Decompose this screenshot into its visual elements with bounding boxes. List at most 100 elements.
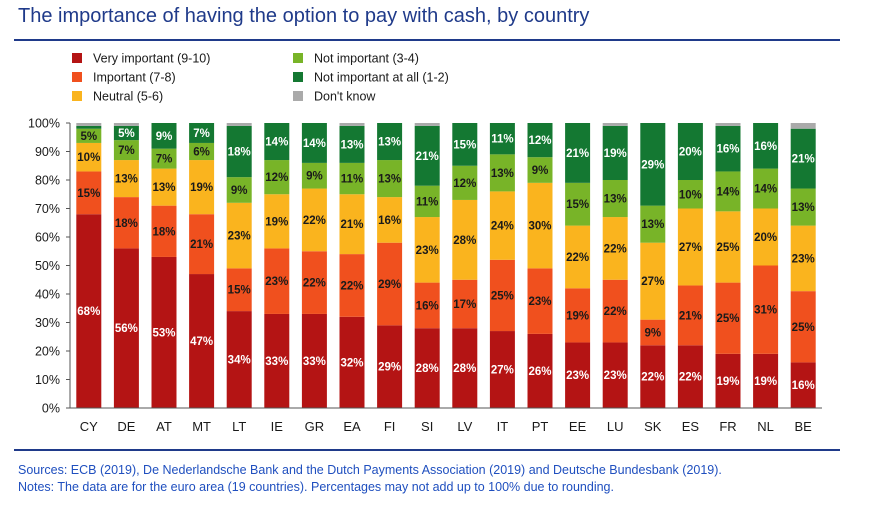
- data-label: 26%: [528, 366, 551, 378]
- bar-segment: [715, 125, 741, 172]
- data-label: 9%: [644, 327, 661, 339]
- legend-swatch: [72, 53, 82, 63]
- data-label: 33%: [303, 356, 326, 368]
- data-label: 12%: [453, 178, 476, 190]
- bar-segment: [301, 162, 327, 189]
- y-tick-label: 100%: [28, 117, 60, 131]
- bar-segment: [76, 142, 102, 172]
- data-label: 13%: [491, 168, 514, 180]
- data-label: 27%: [491, 365, 514, 377]
- data-label: 33%: [265, 356, 288, 368]
- bar-segment: [489, 259, 515, 332]
- bar-segment: [602, 125, 628, 180]
- data-label: 31%: [754, 305, 777, 317]
- data-label: 22%: [303, 215, 326, 227]
- legend-label: Don't know: [314, 90, 376, 104]
- bar-segment: [189, 274, 215, 408]
- data-label: 19%: [716, 376, 739, 388]
- data-label: 19%: [190, 182, 213, 194]
- data-label: 21%: [416, 151, 439, 163]
- y-tick-label: 40%: [35, 288, 60, 302]
- bar-segment: [151, 205, 177, 257]
- data-label: 17%: [453, 299, 476, 311]
- data-label: 22%: [303, 278, 326, 290]
- data-label: 16%: [754, 141, 777, 153]
- data-label: 16%: [792, 380, 815, 392]
- legend-swatch: [293, 72, 303, 82]
- y-tick-label: 0%: [42, 402, 60, 416]
- bar-segment: [189, 160, 215, 215]
- bar-segment: [640, 319, 666, 346]
- bar-segment: [602, 217, 628, 280]
- bar-segment: [677, 285, 703, 346]
- bar-segment: [264, 313, 290, 408]
- bar-segment: [452, 199, 478, 280]
- legend-label: Not important (3-4): [314, 52, 419, 66]
- bar-segment: [677, 208, 703, 286]
- stacked-bar-chart: Very important (9-10) Important (7-8) Neut…: [28, 52, 822, 434]
- bar-segment: [753, 208, 779, 266]
- bar-segment: [715, 123, 741, 126]
- data-label: 21%: [566, 148, 589, 160]
- data-label: 14%: [716, 186, 739, 198]
- data-label: 19%: [265, 216, 288, 228]
- data-label: 13%: [641, 219, 664, 231]
- bar-segment: [377, 160, 403, 198]
- data-label: 6%: [193, 147, 210, 159]
- x-tick-label: NL: [757, 419, 774, 434]
- data-label: 12%: [265, 172, 288, 184]
- x-tick-label: DE: [117, 419, 135, 434]
- bar-segment: [226, 311, 252, 408]
- x-tick-label: LU: [607, 419, 624, 434]
- bar-segment: [377, 242, 403, 326]
- data-label: 10%: [679, 189, 702, 201]
- bar-segment: [226, 202, 252, 269]
- data-label: 68%: [77, 306, 100, 318]
- bar-segment: [790, 123, 816, 129]
- bar-segment: [753, 168, 779, 209]
- data-label: 13%: [378, 174, 401, 186]
- data-label: 13%: [340, 139, 363, 151]
- bar-segment: [226, 125, 252, 178]
- x-tick-label: EA: [343, 419, 361, 434]
- bar-segment: [640, 205, 666, 243]
- bar-segment: [640, 345, 666, 408]
- x-tick-label: LT: [232, 419, 246, 434]
- bar-segment: [790, 225, 816, 292]
- bar-segment: [76, 123, 102, 126]
- chart-title: The importance of having the option to p…: [18, 5, 590, 27]
- data-label: 16%: [378, 215, 401, 227]
- bars: 68% 15% 10% 5% 56% 18% 13% 7% 5% 53% 18% 13% 7% 9% 47%…: [76, 123, 816, 408]
- bar-segment: [113, 125, 139, 141]
- data-label: 13%: [115, 174, 138, 186]
- data-label: 16%: [716, 144, 739, 156]
- x-tick-label: AT: [156, 419, 172, 434]
- data-label: 11%: [341, 174, 363, 186]
- data-label: 22%: [641, 372, 664, 384]
- notes-text: Notes: The data are for the euro area (1…: [18, 480, 614, 494]
- bar-segment: [264, 123, 290, 161]
- x-tick-label: PT: [532, 419, 549, 434]
- bar-segment: [715, 282, 741, 354]
- bar-segment: [226, 177, 252, 203]
- y-tick-label: 20%: [35, 345, 60, 359]
- data-label: 15%: [228, 285, 251, 297]
- bar-segment: [753, 353, 779, 408]
- data-label: 18%: [228, 147, 251, 159]
- bar-segment: [452, 165, 478, 200]
- bar-segment: [76, 171, 102, 215]
- legend-label: Neutral (5-6): [93, 90, 163, 104]
- bar-segment: [113, 140, 139, 161]
- x-tick-label: MT: [192, 419, 211, 434]
- notes: Sources: ECB (2019), De Nederlandsche Ba…: [18, 462, 722, 496]
- bar-segment: [715, 353, 741, 408]
- data-label: 19%: [566, 310, 589, 322]
- data-label: 23%: [416, 245, 439, 257]
- bar-segment: [113, 123, 139, 126]
- bar-segment: [226, 268, 252, 312]
- bar-segment: [76, 214, 102, 408]
- data-label: 29%: [378, 279, 401, 291]
- x-tick-label: SI: [421, 419, 433, 434]
- data-label: 27%: [641, 276, 664, 288]
- bar-segment: [264, 194, 290, 249]
